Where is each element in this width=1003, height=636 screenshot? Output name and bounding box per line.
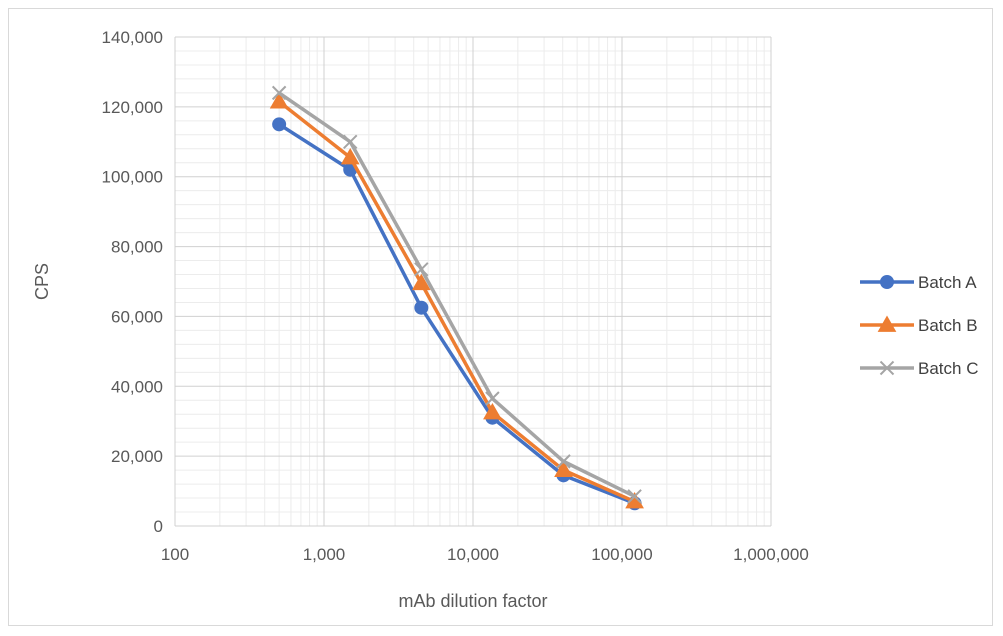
batch-b-point [340, 147, 360, 165]
y-tick-label: 140,000 [102, 28, 163, 47]
batch-b-point [554, 460, 573, 477]
batch-a-point [414, 300, 429, 315]
batch-b-point [483, 402, 502, 420]
x-tick-label: 100,000 [591, 545, 652, 564]
x-tick-label: 1,000 [303, 545, 346, 564]
batch-c-point [343, 134, 358, 149]
x-tick-label: 1,000,000 [733, 545, 809, 564]
batch-c-point [556, 454, 571, 469]
legend-marker-batch-b [877, 315, 897, 332]
batch-a-line [278, 122, 636, 505]
chart-frame [8, 8, 993, 626]
legend-marker-batch-c [879, 360, 895, 376]
y-tick-label: 100,000 [102, 168, 163, 187]
y-tick-label: 20,000 [111, 447, 163, 466]
batch-c-point [627, 489, 642, 504]
batch-c-point [271, 85, 287, 101]
batch-b-point [411, 273, 431, 291]
y-tick-label: 80,000 [111, 238, 163, 257]
y-tick-label: 0 [154, 517, 163, 536]
batch-a-point [272, 117, 287, 132]
x-axis-title: mAb dilution factor [398, 591, 547, 611]
legend-label-batch-b: Batch B [918, 316, 978, 335]
y-tick-label: 40,000 [111, 377, 163, 396]
x-tick-label: 10,000 [447, 545, 499, 564]
batch-b-point [269, 92, 289, 109]
batch-b-line [278, 100, 636, 504]
y-tick-label: 60,000 [111, 307, 163, 326]
y-tick-label: 120,000 [102, 98, 163, 117]
batch-c-line [278, 91, 636, 498]
y-axis-title: CPS [32, 263, 52, 300]
legend-marker-batch-a [880, 275, 894, 289]
legend-label-batch-a: Batch A [918, 273, 977, 292]
legend-label-batch-c: Batch C [918, 359, 978, 378]
x-tick-label: 100 [161, 545, 189, 564]
batch-c-point [485, 391, 500, 406]
batch-c-point [414, 262, 429, 277]
